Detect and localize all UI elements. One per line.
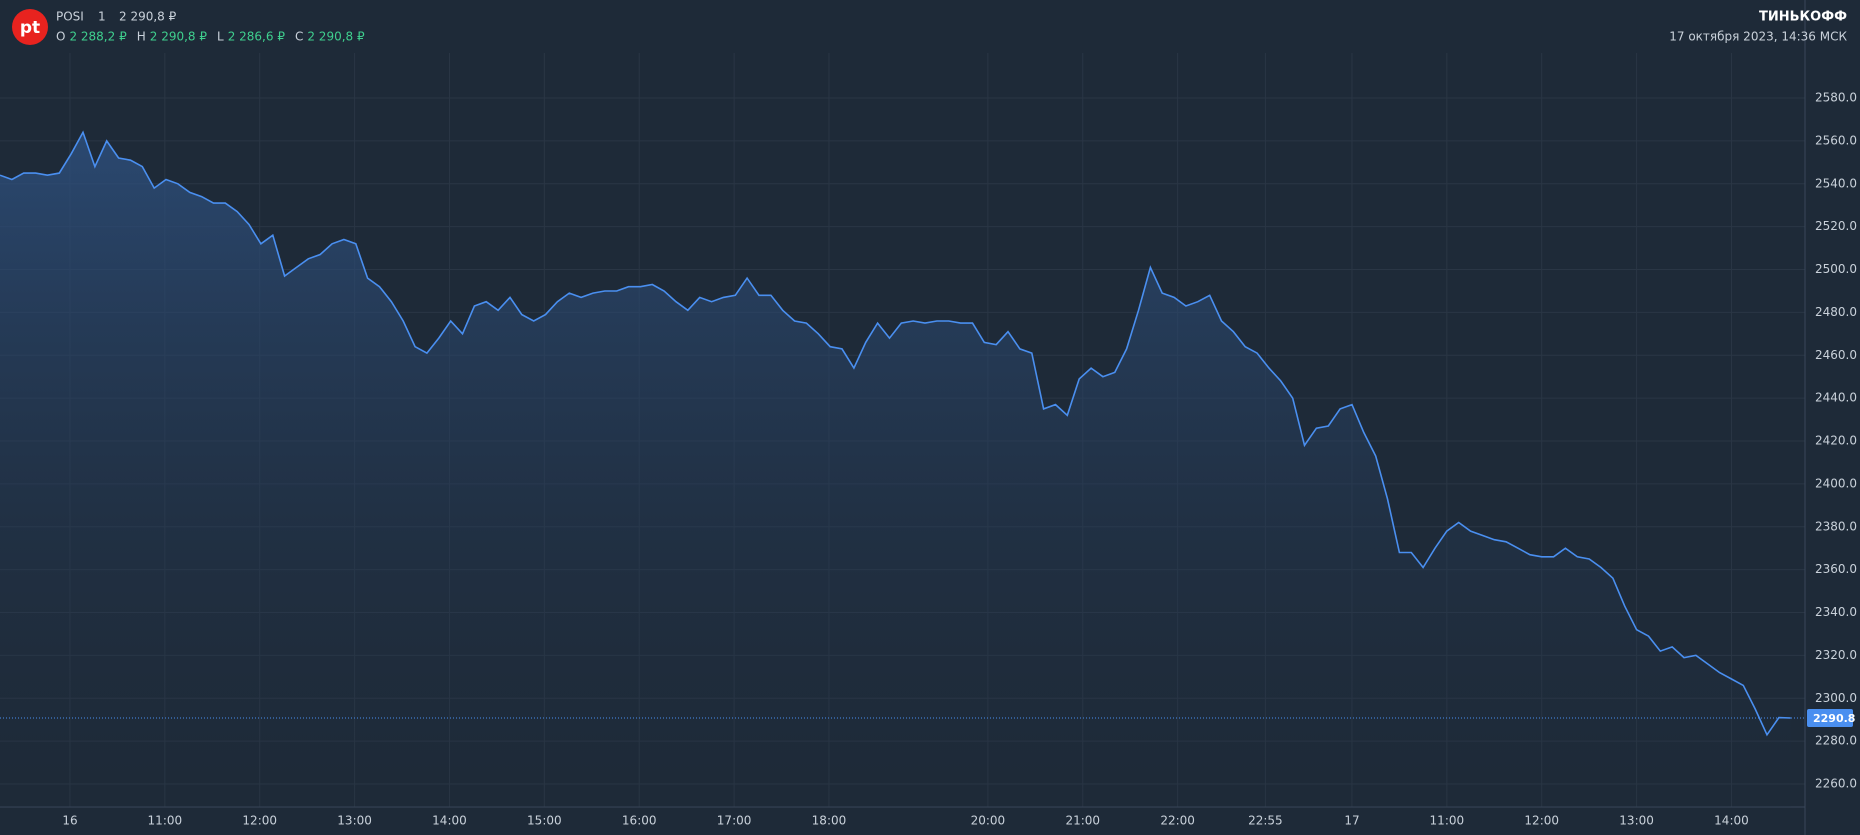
- price-line: [0, 130, 1791, 737]
- symbol: POSI: [56, 10, 84, 24]
- x-tick-label: 20:00: [971, 814, 1006, 828]
- last-price-box: [1807, 709, 1853, 728]
- ohlc-key: O: [56, 30, 65, 44]
- y-tick-label: 2500.0: [1815, 262, 1857, 276]
- ohlc-value: 2 290,8 ₽: [150, 30, 208, 44]
- x-tick-label: 11:00: [148, 814, 183, 828]
- y-tick-label: 2520.0: [1815, 219, 1857, 233]
- x-tick-label: 14:00: [432, 814, 467, 828]
- x-tick-label: 14:00: [1714, 814, 1749, 828]
- y-tick-label: 2300.0: [1815, 691, 1857, 705]
- ohlc-value: 2 290,8 ₽: [307, 30, 365, 44]
- datetime: 17 октября 2023, 14:36 МСК: [1669, 30, 1847, 44]
- x-tick-label: 17:00: [717, 814, 752, 828]
- logo: [12, 9, 48, 45]
- x-tick-label: 17: [1344, 814, 1359, 828]
- y-tick-label: 2360.0: [1815, 562, 1857, 576]
- ohlc-value: 2 286,6 ₽: [228, 30, 286, 44]
- x-tick-label: 22:55: [1248, 814, 1283, 828]
- x-tick-label: 11:00: [1430, 814, 1465, 828]
- last-price-label: 2290.8: [1813, 712, 1855, 725]
- brand: ТИНЬКОФФ: [1759, 10, 1847, 25]
- y-tick-label: 2340.0: [1815, 605, 1857, 619]
- y-tick-label: 2560.0: [1815, 133, 1857, 147]
- y-tick-label: 2280.0: [1815, 734, 1857, 748]
- x-tick-label: 13:00: [337, 814, 372, 828]
- x-tick-label: 22:00: [1160, 814, 1195, 828]
- y-tick-label: 2320.0: [1815, 648, 1857, 662]
- y-tick-label: 2380.0: [1815, 519, 1857, 533]
- y-tick-label: 2460.0: [1815, 348, 1857, 362]
- y-tick-label: 2400.0: [1815, 476, 1857, 490]
- ohlc-key: C: [295, 30, 303, 44]
- y-tick-label: 2420.0: [1815, 434, 1857, 448]
- y-tick-label: 2440.0: [1815, 391, 1857, 405]
- logo-text: pt: [20, 18, 40, 38]
- x-tick-label: 16:00: [622, 814, 657, 828]
- ohlc-key: L: [217, 30, 224, 44]
- area-fill: [0, 132, 1791, 808]
- x-tick-label: 12:00: [1524, 814, 1559, 828]
- y-tick-label: 2580.0: [1815, 91, 1857, 105]
- ohlc-value: 2 288,2 ₽: [69, 30, 127, 44]
- price: 2 290,8 ₽: [119, 10, 177, 24]
- x-tick-label: 16: [62, 814, 77, 828]
- ohlc-key: H: [137, 30, 146, 44]
- x-tick-label: 13:00: [1619, 814, 1654, 828]
- interval: 1: [98, 10, 106, 24]
- x-tick-label: 12:00: [242, 814, 277, 828]
- y-tick-label: 2540.0: [1815, 176, 1857, 190]
- y-tick-label: 2260.0: [1815, 777, 1857, 791]
- x-tick-label: 15:00: [527, 814, 562, 828]
- y-tick-label: 2480.0: [1815, 305, 1857, 319]
- x-tick-label: 21:00: [1065, 814, 1100, 828]
- x-tick-label: 18:00: [812, 814, 847, 828]
